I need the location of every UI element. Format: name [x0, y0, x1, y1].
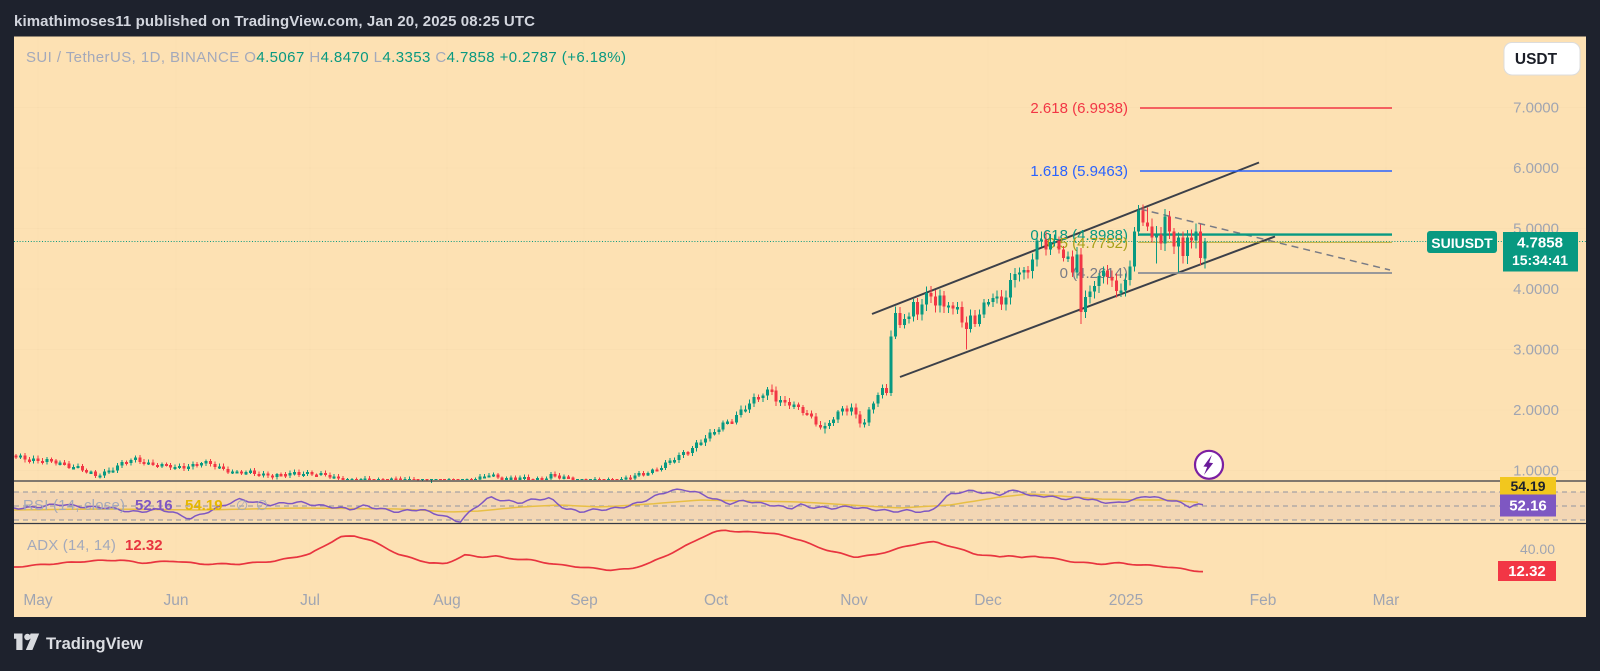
svg-text:SUIUSDT: SUIUSDT [1431, 235, 1493, 251]
svg-text:RSI (14, close): RSI (14, close) [23, 497, 125, 514]
svg-text:6.0000: 6.0000 [1513, 160, 1559, 177]
svg-text:7.0000: 7.0000 [1513, 100, 1559, 117]
svg-text:12.32: 12.32 [1508, 563, 1546, 580]
svg-text:Nov: Nov [840, 592, 868, 609]
svg-text:Oct: Oct [704, 592, 729, 609]
svg-text:0 (4.2614): 0 (4.2614) [1060, 265, 1128, 282]
svg-text:USDT: USDT [1515, 51, 1558, 68]
svg-text:kimathimoses11 published on Tr: kimathimoses11 published on TradingView.… [14, 13, 535, 30]
svg-text:SUI / TetherUS, 1D, BINANCE O: SUI / TetherUS, 1D, BINANCE O4.5067 H4.8… [26, 49, 626, 66]
svg-text:∅: ∅ [236, 497, 248, 513]
svg-text:Mar: Mar [1373, 592, 1400, 609]
svg-text:1.0000: 1.0000 [1513, 463, 1559, 480]
svg-text:2.618 (6.9938): 2.618 (6.9938) [1030, 100, 1128, 117]
svg-text:2.0000: 2.0000 [1513, 402, 1559, 419]
svg-text:0.5 (4.7752): 0.5 (4.7752) [1047, 235, 1128, 252]
svg-text:1.618 (5.9463): 1.618 (5.9463) [1030, 163, 1128, 180]
svg-text:12.32: 12.32 [125, 537, 163, 554]
svg-text:52.16: 52.16 [1509, 498, 1547, 515]
svg-text:TradingView: TradingView [46, 635, 143, 653]
svg-text:4.0000: 4.0000 [1513, 281, 1559, 298]
svg-text:Jun: Jun [164, 592, 189, 609]
svg-text:15:34:41: 15:34:41 [1512, 252, 1568, 268]
svg-text:Jul: Jul [300, 592, 320, 609]
svg-text:Dec: Dec [974, 592, 1002, 609]
svg-text:May: May [23, 592, 53, 609]
svg-text:∅: ∅ [256, 497, 268, 513]
svg-text:Feb: Feb [1250, 592, 1277, 609]
svg-text:40.00: 40.00 [1520, 541, 1555, 557]
svg-text:Sep: Sep [570, 592, 598, 609]
svg-text:3.0000: 3.0000 [1513, 342, 1559, 359]
svg-text:54.19: 54.19 [185, 497, 223, 514]
svg-text:4.7858: 4.7858 [1517, 235, 1563, 252]
svg-text:54.19: 54.19 [1510, 478, 1545, 494]
svg-text:ADX (14, 14): ADX (14, 14) [27, 537, 116, 554]
svg-text:Aug: Aug [433, 592, 461, 609]
svg-text:52.16: 52.16 [135, 497, 173, 514]
svg-text:2025: 2025 [1109, 592, 1143, 609]
